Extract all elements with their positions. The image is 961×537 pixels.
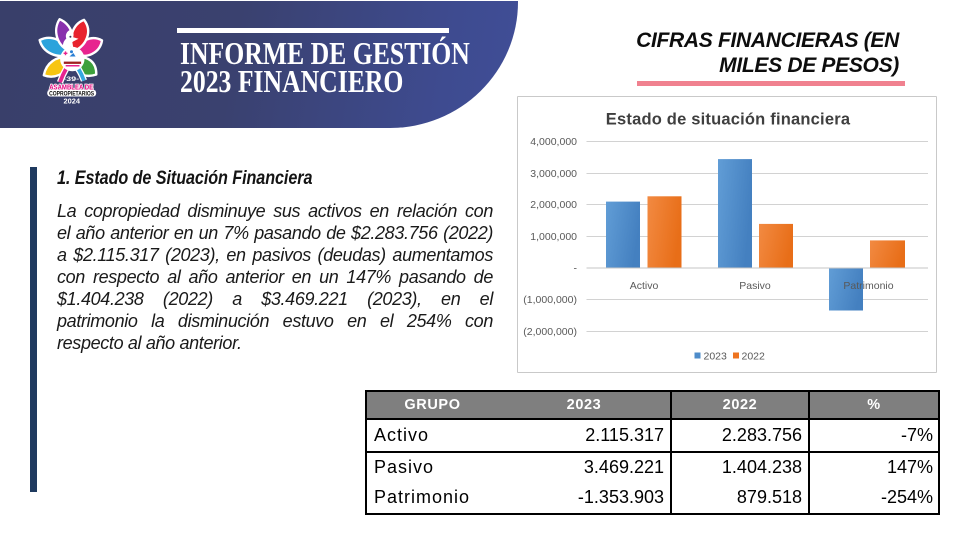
svg-text:-: - xyxy=(574,263,578,275)
svg-text:2,000,000: 2,000,000 xyxy=(530,199,577,211)
svg-text:ASAMBLEA DE: ASAMBLEA DE xyxy=(49,85,93,92)
svg-text:2024: 2024 xyxy=(64,99,81,106)
svg-text:2023: 2023 xyxy=(704,351,728,363)
svg-text:Pasivo: Pasivo xyxy=(739,280,771,292)
svg-text:Estado de situación financiera: Estado de situación financiera xyxy=(606,111,851,129)
svg-text:COPROPIETARIOS: COPROPIETARIOS xyxy=(49,90,94,97)
svg-text:(2,000,000): (2,000,000) xyxy=(523,326,577,338)
svg-text:-39-: -39- xyxy=(63,76,79,83)
svg-text:Patrimonio: Patrimonio xyxy=(843,280,893,292)
svg-text:Activo: Activo xyxy=(630,280,659,292)
svg-text:4,000,000: 4,000,000 xyxy=(530,136,577,148)
svg-text:2022: 2022 xyxy=(742,351,766,363)
svg-text:(1,000,000): (1,000,000) xyxy=(523,294,577,306)
svg-text:3,000,000: 3,000,000 xyxy=(530,168,577,180)
svg-text:1,000,000: 1,000,000 xyxy=(530,231,577,243)
